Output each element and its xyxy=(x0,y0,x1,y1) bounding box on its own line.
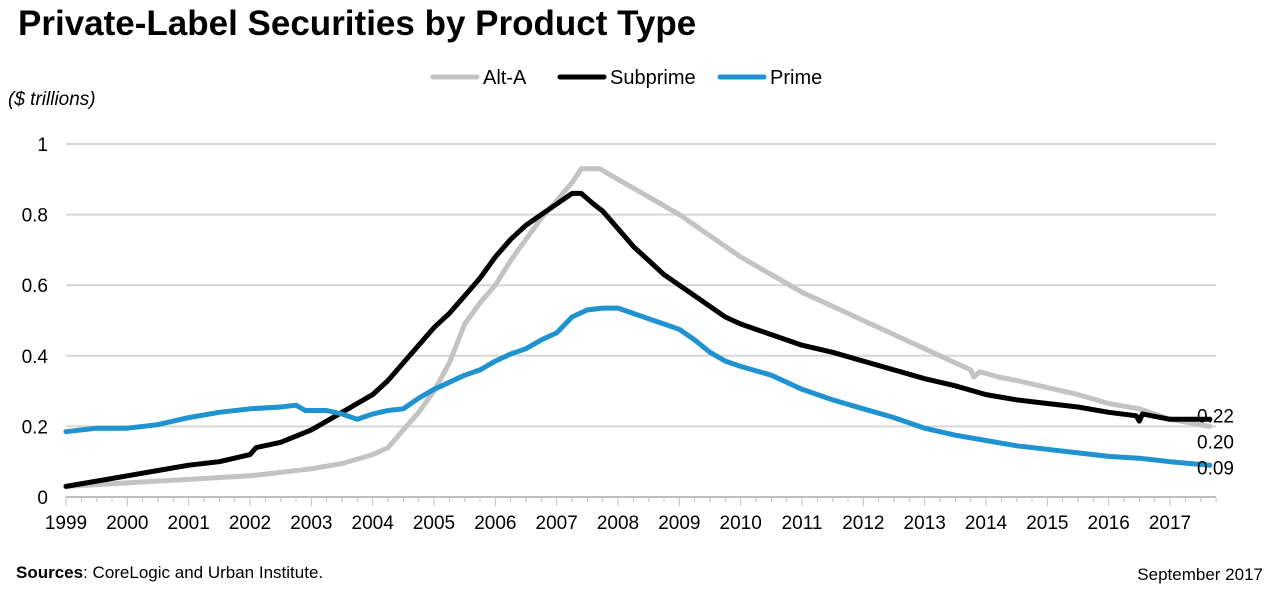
chart-title: Private-Label Securities by Product Type xyxy=(18,4,696,43)
footer-sources: Sources: CoreLogic and Urban Institute. xyxy=(16,563,323,582)
x-tick-label: 2001 xyxy=(168,513,210,534)
legend-label: Prime xyxy=(770,67,822,89)
x-tick-label: 2010 xyxy=(720,513,762,534)
x-tick-label: 2017 xyxy=(1149,513,1191,534)
y-tick-label: 1 xyxy=(37,135,48,156)
y-tick-label: 0.2 xyxy=(22,417,48,438)
sources-text: : CoreLogic and Urban Institute. xyxy=(83,563,323,582)
x-tick-label: 2002 xyxy=(229,513,271,534)
x-tick-label: 2006 xyxy=(474,513,516,534)
x-tick-label: 2014 xyxy=(965,513,1008,534)
unit-label: ($ trillions) xyxy=(8,89,96,110)
end-label-subprime: 0.22 xyxy=(1197,406,1234,427)
legend-label: Alt-A xyxy=(483,67,527,89)
footer-date: September 2017 xyxy=(1137,565,1263,584)
x-tick-label: 1999 xyxy=(45,513,87,534)
x-tick-label: 2008 xyxy=(597,513,639,534)
gridlines xyxy=(66,143,1216,428)
legend: Alt-A Subprime Prime xyxy=(430,67,822,89)
sources-label: Sources xyxy=(16,563,83,582)
series-lines xyxy=(63,166,1213,489)
legend-label: Subprime xyxy=(610,67,696,89)
x-tick-label: 2000 xyxy=(106,513,148,534)
x-tick-label: 2005 xyxy=(413,513,455,534)
x-axis: 1999 2000 2001 2002 2003 2004 2005 2006 2007 2008… xyxy=(45,496,1217,534)
x-tick-label: 2016 xyxy=(1088,513,1130,534)
x-tick-label: 2015 xyxy=(1026,513,1068,534)
x-tick-label: 2009 xyxy=(658,513,700,534)
x-tick-label: 2013 xyxy=(904,513,946,534)
x-tick-label: 2007 xyxy=(536,513,578,534)
x-tick-label: 2004 xyxy=(352,513,395,534)
end-label-alt-a: 0.20 xyxy=(1197,432,1234,453)
y-tick-label: 0 xyxy=(37,488,48,509)
y-tick-label: 0.4 xyxy=(22,347,49,368)
x-tick-label: 2003 xyxy=(290,513,332,534)
end-label-prime: 0.09 xyxy=(1197,458,1234,479)
y-axis-ticks: 0 0.2 0.4 0.6 0.8 1 xyxy=(22,135,49,509)
x-tick-label: 2011 xyxy=(782,513,823,534)
series-line-prime xyxy=(63,305,1213,468)
y-tick-label: 0.8 xyxy=(22,206,48,227)
y-tick-label: 0.6 xyxy=(22,276,48,297)
x-tick-label: 2012 xyxy=(842,513,884,534)
series-line-subprime xyxy=(63,190,1213,489)
series-line-alt-a xyxy=(63,166,1213,489)
end-labels: 0.22 0.20 0.09 xyxy=(1197,406,1234,479)
